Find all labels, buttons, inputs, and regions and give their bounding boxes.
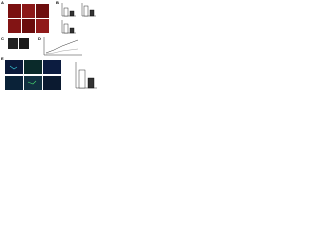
- bar: [78, 69, 86, 89]
- micrograph: [5, 60, 23, 74]
- line-plot: [43, 37, 82, 56]
- micrograph: [19, 38, 29, 49]
- micrograph: [43, 60, 61, 74]
- bar: [69, 10, 75, 17]
- panel-label: C: [1, 36, 4, 41]
- line: [45, 48, 79, 55]
- cell-signal: [9, 65, 18, 70]
- bar: [87, 77, 95, 89]
- bar-plot: [75, 62, 97, 89]
- micrograph: [22, 4, 35, 18]
- micrograph: [36, 4, 49, 18]
- micrograph: [24, 60, 42, 74]
- cell-signal: [27, 80, 37, 85]
- bar: [89, 9, 95, 17]
- bar: [69, 27, 75, 34]
- panel-label: B: [56, 0, 59, 5]
- micrograph-grid: [8, 4, 49, 33]
- panel-label: E: [1, 56, 4, 61]
- panel-label: D: [38, 36, 41, 41]
- line: [45, 39, 79, 54]
- micrograph: [24, 76, 42, 90]
- micrograph: [8, 4, 21, 18]
- bar: [63, 23, 69, 34]
- axes: [43, 37, 82, 56]
- micrograph-grid: [5, 60, 61, 90]
- micrograph: [22, 19, 35, 33]
- micrograph-row: [8, 38, 29, 49]
- micrograph: [43, 76, 61, 90]
- bar: [63, 7, 69, 17]
- bar-plots: [61, 3, 96, 34]
- bar: [83, 5, 89, 17]
- micrograph: [5, 76, 23, 90]
- micrograph: [36, 19, 49, 33]
- panel-label: A: [1, 0, 4, 5]
- micrograph: [8, 19, 21, 33]
- micrograph: [8, 38, 18, 49]
- page: {"panels": [ {"label": "A"}, {"label": "…: [0, 0, 100, 94]
- figure: A B C D E: [1, 0, 97, 90]
